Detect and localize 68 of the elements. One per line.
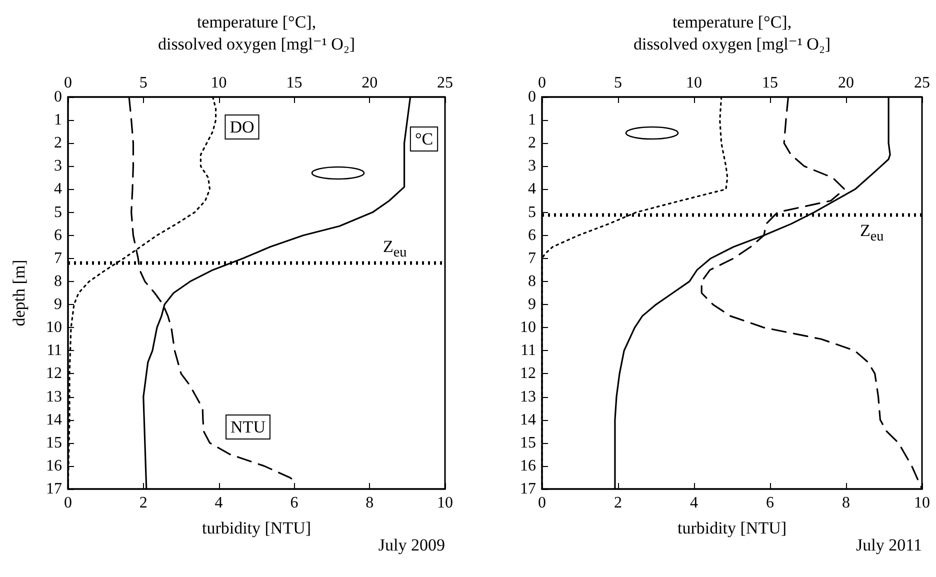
y-tick-label: 12 bbox=[520, 365, 536, 382]
y-tick-label: 4 bbox=[528, 180, 536, 198]
x2-tick-label: 5 bbox=[614, 74, 622, 92]
y-tick-label: 2 bbox=[528, 134, 536, 152]
x-tick-label: 10 bbox=[914, 494, 930, 512]
y-axis-title: depth [m] bbox=[10, 260, 28, 326]
y-tick-label: 4 bbox=[54, 180, 62, 198]
text: July 2011 bbox=[856, 536, 922, 554]
text: July 2009 bbox=[378, 536, 445, 554]
y-tick-label: 15 bbox=[520, 434, 536, 452]
x-tick-label: 6 bbox=[290, 494, 298, 512]
x2-axis-title: temperature [°C], dissolved oxygen [mgl⁻¹ O₂] bbox=[633, 12, 831, 54]
x-tick-label: 8 bbox=[366, 494, 374, 512]
ref-line-label: Z$_{eu}$ bbox=[860, 220, 884, 246]
y-tick-label: 14 bbox=[46, 411, 62, 428]
y-tick-label: 2 bbox=[54, 134, 62, 152]
ref-line-label: Z$_{eu}$ bbox=[383, 237, 407, 262]
y-tick-label: 12 bbox=[46, 365, 62, 382]
y-tick-label: 16 bbox=[520, 457, 536, 474]
y-tick-label: 9 bbox=[528, 296, 536, 314]
x-tick-label: 4 bbox=[690, 494, 698, 512]
x2-tick-label: 20 bbox=[362, 74, 378, 92]
y-tick-label: 7 bbox=[54, 250, 62, 267]
x-tick-label: 6 bbox=[766, 494, 774, 512]
y-tick-label: 5 bbox=[54, 204, 62, 221]
y-tick-label: 5 bbox=[528, 204, 536, 221]
y-tick-label: 17 bbox=[46, 480, 62, 498]
x-tick-label: 4 bbox=[214, 494, 223, 512]
x2-tick-label: 10 bbox=[210, 74, 227, 92]
x2-tick-label: 25 bbox=[437, 74, 453, 92]
y-tick-label: 7 bbox=[528, 250, 536, 267]
y-tick-label: 10 bbox=[46, 319, 62, 336]
x-tick-label: 2 bbox=[614, 494, 622, 512]
x-tick-label: 8 bbox=[842, 494, 850, 512]
x-tick-label: 10 bbox=[437, 494, 453, 512]
series-label: DO bbox=[230, 118, 254, 136]
y-tick-label: 14 bbox=[520, 411, 536, 428]
y-tick-label: 11 bbox=[46, 342, 62, 360]
y-tick-label: 3 bbox=[54, 158, 62, 175]
x2-tick-label: 25 bbox=[914, 74, 930, 92]
x-tick-label: 2 bbox=[139, 494, 148, 512]
y-tick-label: 8 bbox=[54, 272, 62, 290]
x2-tick-label: 15 bbox=[762, 74, 778, 92]
y-tick-label: 1 bbox=[54, 112, 62, 129]
x2-tick-label: 10 bbox=[686, 74, 702, 92]
y-tick-label: 3 bbox=[528, 158, 536, 175]
y-tick-label: 10 bbox=[520, 319, 536, 336]
y-tick-label: 17 bbox=[520, 480, 536, 498]
y-tick-label: 13 bbox=[46, 388, 62, 406]
x2-tick-label: 20 bbox=[838, 74, 854, 92]
y-tick-label: 1 bbox=[528, 112, 536, 129]
y-tick-label: 13 bbox=[520, 388, 536, 406]
y-tick-label: 11 bbox=[520, 342, 536, 360]
x2-axis-title: temperature [°C], dissolved oxygen [mgl⁻¹ O₂] bbox=[158, 12, 356, 54]
y-tick-label: 8 bbox=[528, 272, 536, 290]
series-label: °C bbox=[414, 130, 434, 148]
x-axis-title: turbidity [NTU] bbox=[677, 518, 787, 538]
series-label: NTU bbox=[230, 418, 266, 436]
y-tick-label: 6 bbox=[528, 226, 536, 244]
x2-tick-label: 5 bbox=[139, 74, 148, 92]
x2-tick-label: 15 bbox=[286, 74, 302, 92]
x-axis-title: turbidity [NTU] bbox=[202, 518, 312, 538]
y-tick-label: 0 bbox=[54, 88, 62, 106]
y-tick-label: 16 bbox=[46, 457, 62, 474]
y-tick-label: 0 bbox=[528, 88, 536, 106]
y-tick-label: 6 bbox=[54, 226, 62, 244]
y-tick-label: 15 bbox=[46, 434, 62, 452]
y-tick-label: 9 bbox=[54, 296, 62, 314]
